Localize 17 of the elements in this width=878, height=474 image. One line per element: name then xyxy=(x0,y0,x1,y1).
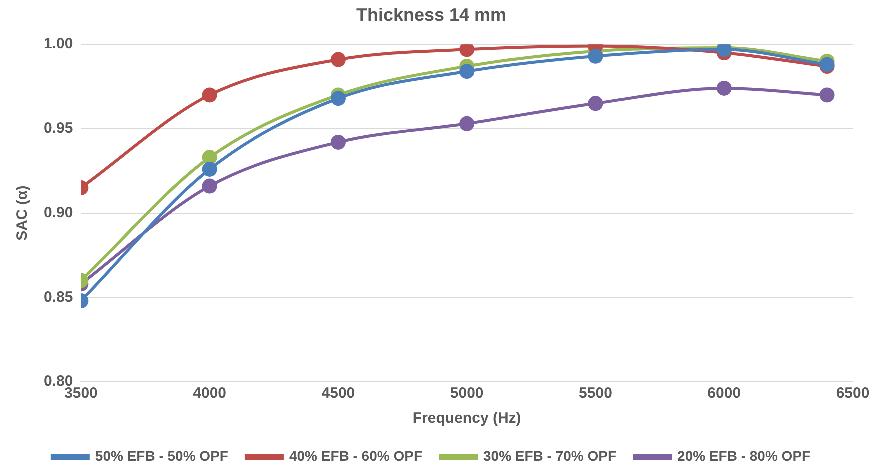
legend-label: 30% EFB - 70% OPF xyxy=(484,448,617,464)
y-tick-label: 0.90 xyxy=(44,204,74,222)
chart-title: Thickness 14 mm xyxy=(356,4,507,25)
legend-label: 40% EFB - 60% OPF xyxy=(289,448,423,464)
x-axis-title: Frequency (Hz) xyxy=(412,410,522,428)
x-tick-label: 6000 xyxy=(708,385,742,402)
x-tick-label: 6500 xyxy=(836,385,870,402)
y-tick-label: 1.00 xyxy=(44,36,74,53)
x-tick-label: 4500 xyxy=(322,385,356,402)
x-tick-label: 5500 xyxy=(579,385,612,402)
y-axis-title: SAC (α) xyxy=(14,186,32,241)
x-tick-label: 4000 xyxy=(193,385,227,402)
x-tick-label: 5000 xyxy=(450,385,484,402)
y-tick-label: 0.85 xyxy=(44,288,74,306)
legend-label: 50% EFB - 50% OPF xyxy=(95,448,229,464)
y-tick-label: 0.95 xyxy=(44,120,74,138)
legend-label: 20% EFB - 80% OPF xyxy=(678,448,812,464)
